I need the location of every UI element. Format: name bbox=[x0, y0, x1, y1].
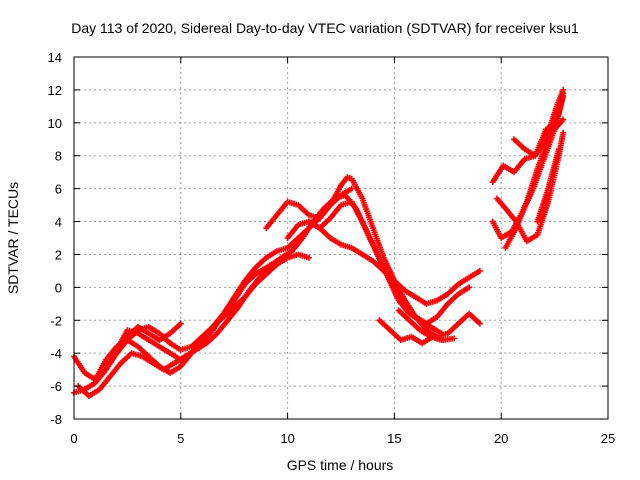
series-track-9 bbox=[376, 317, 458, 347]
data-point bbox=[476, 267, 483, 274]
y-tick-label: 0 bbox=[55, 280, 62, 295]
series-track-7 bbox=[284, 198, 473, 327]
series-track-15 bbox=[511, 90, 567, 159]
data-point bbox=[348, 185, 355, 192]
data-point bbox=[560, 116, 567, 123]
series-track-8 bbox=[305, 218, 483, 307]
x-tick-label: 0 bbox=[70, 431, 77, 446]
series-track-16 bbox=[534, 146, 562, 225]
axis-ticks: 0 5 10 15 20 25 -8 -6 -4 -2 0 2 4 6 8 10 12 14 bbox=[48, 50, 616, 446]
y-tick-label: 14 bbox=[48, 50, 62, 65]
y-tick-label: 2 bbox=[55, 247, 62, 262]
y-tick-label: 10 bbox=[48, 116, 62, 131]
y-tick-label: -8 bbox=[50, 412, 62, 427]
x-axis-label: GPS time / hours bbox=[287, 457, 394, 473]
series-track-10 bbox=[395, 307, 445, 344]
series-track-5 bbox=[124, 320, 184, 344]
series-track-6 bbox=[263, 174, 483, 340]
y-tick-label: -4 bbox=[50, 346, 62, 361]
y-tick-label: -2 bbox=[50, 313, 62, 328]
data-points bbox=[71, 86, 567, 399]
x-tick-label: 10 bbox=[280, 431, 294, 446]
x-tick-label: 25 bbox=[601, 431, 615, 446]
chart-title: Day 113 of 2020, Sidereal Day-to-day VTE… bbox=[71, 20, 579, 36]
data-point bbox=[451, 335, 458, 342]
grid bbox=[74, 57, 608, 419]
y-tick-label: -6 bbox=[50, 379, 62, 394]
data-point bbox=[560, 90, 567, 97]
y-tick-label: 6 bbox=[55, 182, 62, 197]
plot-frame bbox=[73, 56, 609, 420]
y-tick-label: 12 bbox=[48, 83, 62, 98]
series-track-4 bbox=[92, 251, 312, 383]
series-track-3 bbox=[75, 192, 445, 399]
data-point bbox=[476, 320, 483, 327]
x-tick-label: 15 bbox=[387, 431, 401, 446]
data-point bbox=[177, 320, 184, 327]
data-point bbox=[466, 284, 473, 291]
y-tick-label: 8 bbox=[55, 149, 62, 164]
series-track-2 bbox=[71, 185, 355, 396]
y-axis-label: SDTVAR / TECUs bbox=[5, 182, 21, 294]
data-point bbox=[555, 146, 562, 153]
data-point bbox=[438, 337, 445, 344]
data-point bbox=[560, 129, 567, 136]
data-point bbox=[305, 254, 312, 261]
y-tick-label: 4 bbox=[55, 215, 62, 230]
x-tick-label: 20 bbox=[494, 431, 508, 446]
x-tick-label: 5 bbox=[177, 431, 184, 446]
